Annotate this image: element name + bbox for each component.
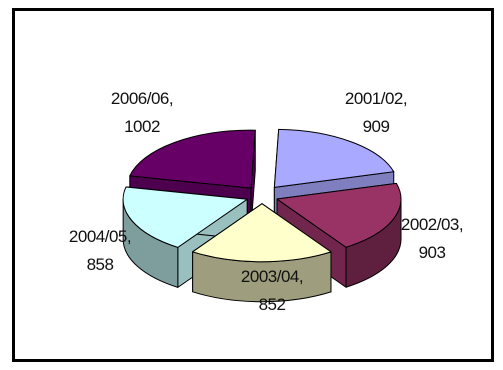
- data-label-value-4: 1002: [124, 117, 160, 136]
- data-label-value-3: 858: [87, 255, 114, 274]
- data-label-name-3: 2004/05,: [69, 227, 131, 246]
- data-label-value-1: 903: [419, 243, 446, 262]
- data-label-name-4: 2006/06,: [111, 89, 173, 108]
- data-label-name-2: 2003/04,: [241, 267, 303, 286]
- data-label-value-0: 909: [363, 117, 390, 136]
- data-label-name-1: 2002/03,: [401, 215, 463, 234]
- data-label-value-2: 852: [259, 295, 286, 314]
- data-label-name-0: 2001/02,: [345, 89, 407, 108]
- pie-slice-2: [192, 203, 332, 303]
